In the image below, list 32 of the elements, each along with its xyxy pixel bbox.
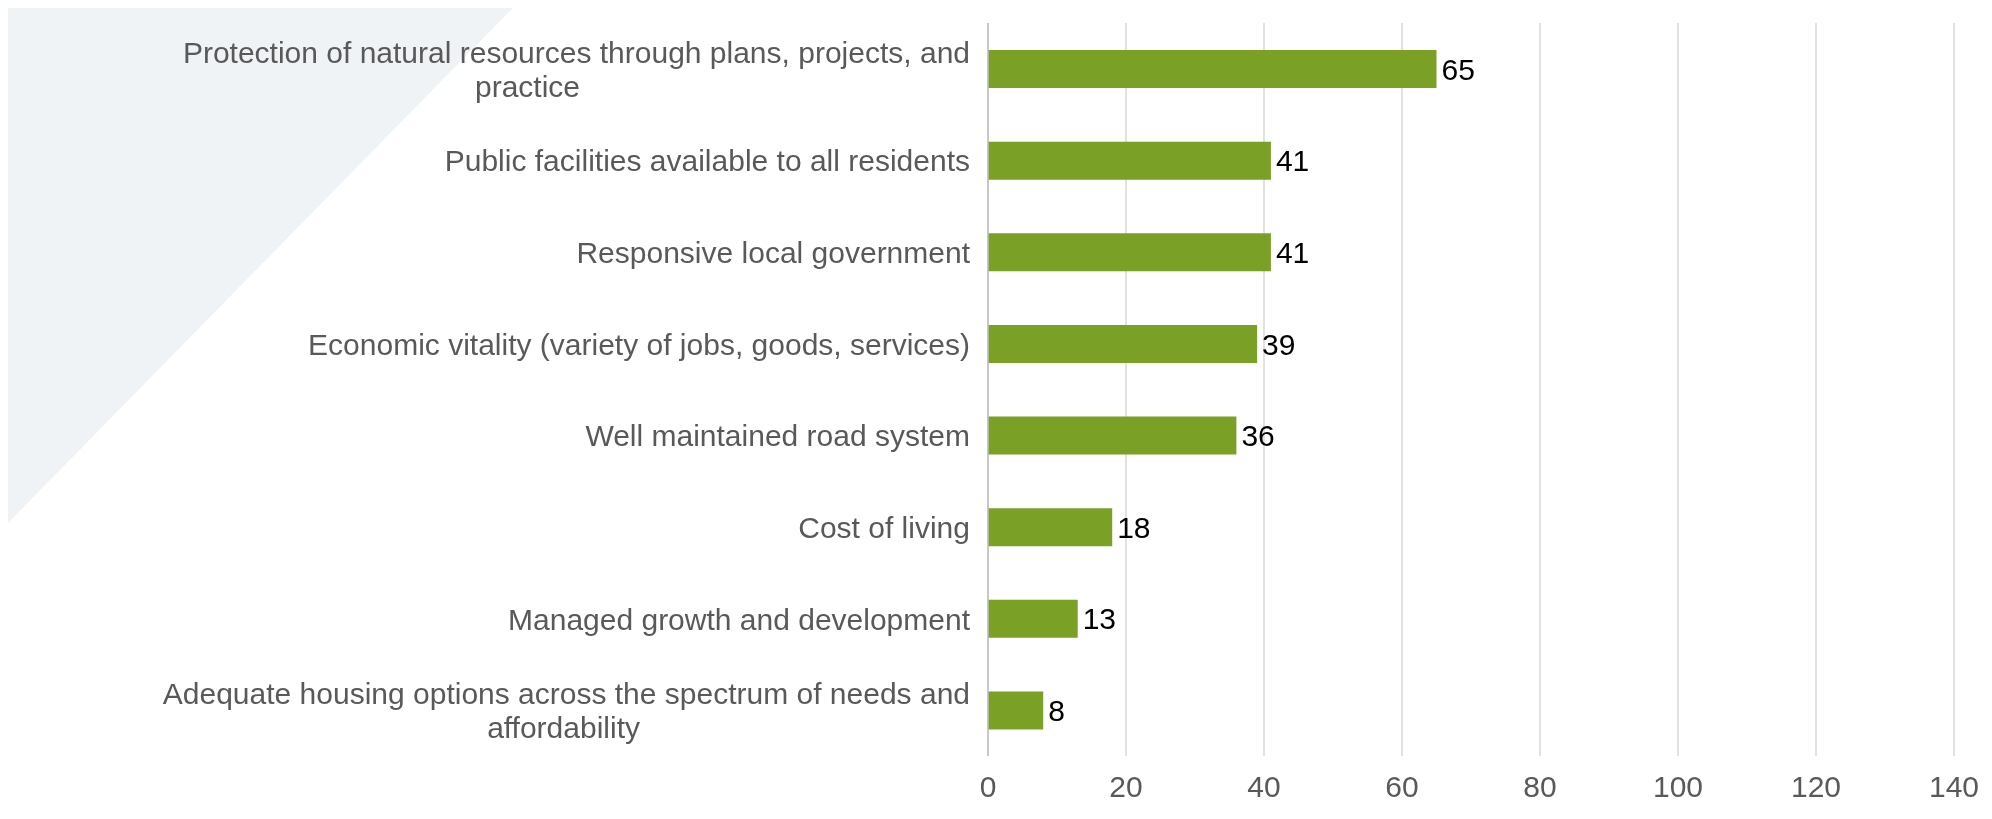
bar bbox=[988, 50, 1437, 88]
data-label: 18 bbox=[1117, 510, 1151, 544]
x-tick-label: 40 bbox=[1247, 770, 1281, 804]
x-tick-label: 80 bbox=[1523, 770, 1557, 804]
y-tick-label: Economic vitality (variety of jobs, goods, services) bbox=[308, 327, 970, 361]
y-tick-label: Managed growth and development bbox=[508, 602, 971, 636]
bar bbox=[988, 599, 1078, 638]
bar bbox=[988, 324, 1258, 363]
y-tick-label: Public facilities available to all residents bbox=[444, 143, 970, 177]
data-label: 13 bbox=[1082, 602, 1117, 636]
x-tick-label: 140 bbox=[1928, 770, 1980, 804]
bar bbox=[988, 691, 1044, 730]
data-label: 8 bbox=[1048, 694, 1065, 728]
y-tick-label: Adequate housing options across the spectrum of needs and affordability bbox=[162, 676, 970, 744]
bar bbox=[988, 416, 1237, 455]
x-tick-label: 60 bbox=[1385, 770, 1419, 804]
data-label: 41 bbox=[1275, 144, 1310, 178]
y-tick-label: Well maintained road system bbox=[585, 418, 970, 452]
x-tick-label: 120 bbox=[1790, 770, 1842, 804]
bar bbox=[988, 508, 1113, 547]
y-tick-label: Protection of natural resources through plans, projects, and practice bbox=[182, 35, 970, 103]
x-tick-label: 0 bbox=[979, 770, 997, 804]
data-label: 65 bbox=[1441, 52, 1475, 86]
bar bbox=[988, 233, 1271, 272]
y-tick-label: Cost of living bbox=[798, 510, 970, 544]
bar bbox=[988, 141, 1271, 180]
data-label: 39 bbox=[1262, 327, 1296, 361]
data-label: 36 bbox=[1241, 419, 1275, 453]
y-tick-label: Responsive local government bbox=[576, 235, 971, 269]
data-label: 41 bbox=[1275, 235, 1310, 269]
x-tick-label: 20 bbox=[1109, 770, 1143, 804]
x-tick-label: 100 bbox=[1652, 770, 1704, 804]
